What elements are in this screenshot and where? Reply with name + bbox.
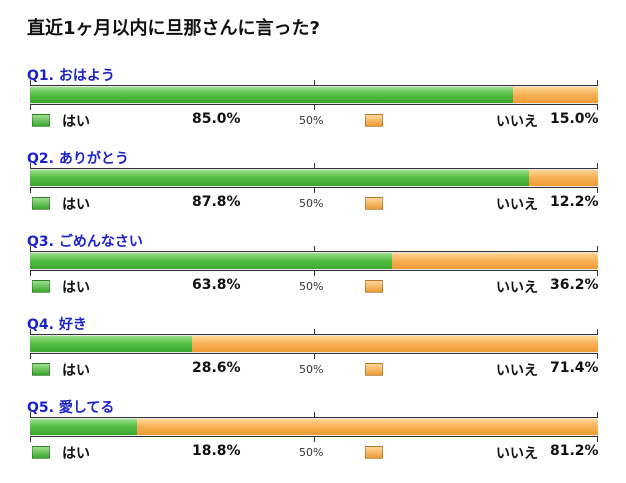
legend-row: はい 18.8% 50% いいえ 81.2% <box>0 443 626 463</box>
bar-yes <box>30 336 192 352</box>
no-label: いいえ <box>496 280 538 296</box>
mid-tick-label: 50% <box>299 280 324 293</box>
question-block: Q5. 愛してる はい 18.8% 50% いいえ 81.2% <box>0 397 626 481</box>
yes-value: 63.8% <box>192 277 241 293</box>
bar-yes <box>30 87 513 103</box>
tick-left-top <box>30 80 31 86</box>
tick-left-bottom <box>30 270 31 276</box>
yes-value: 85.0% <box>192 111 241 127</box>
no-value: 36.2% <box>550 277 599 293</box>
no-value: 12.2% <box>550 194 599 210</box>
tick-mid-top <box>314 80 315 86</box>
question-label: Q5. 愛してる <box>27 400 115 416</box>
tick-mid-top <box>314 412 315 418</box>
tick-left-top <box>30 163 31 169</box>
tick-right-top <box>597 246 598 252</box>
question-label: Q1. おはよう <box>27 68 115 84</box>
yes-value: 18.8% <box>192 443 241 459</box>
mid-tick-label: 50% <box>299 114 324 127</box>
bar-track <box>30 412 598 442</box>
bar-no <box>529 170 598 186</box>
tick-right-bottom <box>597 436 598 442</box>
question-block: Q4. 好き はい 28.6% 50% いいえ 71.4% <box>0 314 626 398</box>
yes-swatch <box>32 446 50 459</box>
bar-track <box>30 246 598 276</box>
mid-tick-label: 50% <box>299 446 324 459</box>
tick-mid-bottom <box>314 270 315 276</box>
bar-no <box>137 419 598 435</box>
yes-value: 28.6% <box>192 360 241 376</box>
mid-tick-label: 50% <box>299 197 324 210</box>
legend-row: はい 63.8% 50% いいえ 36.2% <box>0 277 626 297</box>
tick-right-top <box>597 80 598 86</box>
tick-mid-top <box>314 246 315 252</box>
yes-label: はい <box>62 197 90 213</box>
no-label: いいえ <box>496 363 538 379</box>
bar-yes <box>30 253 392 269</box>
yes-label: はい <box>62 363 90 379</box>
tick-mid-top <box>314 163 315 169</box>
question-block: Q1. おはよう はい 85.0% 50% いいえ 15.0% <box>0 65 626 149</box>
tick-left-bottom <box>30 187 31 193</box>
tick-right-bottom <box>597 104 598 110</box>
tick-mid-bottom <box>314 104 315 110</box>
tick-mid-bottom <box>314 353 315 359</box>
no-value: 71.4% <box>550 360 599 376</box>
tick-right-bottom <box>597 187 598 193</box>
mid-tick-label: 50% <box>299 363 324 376</box>
bar-track <box>30 163 598 193</box>
bar-no <box>192 336 598 352</box>
tick-right-bottom <box>597 270 598 276</box>
tick-left-top <box>30 412 31 418</box>
question-block: Q2. ありがとう はい 87.8% 50% いいえ 12.2% <box>0 148 626 232</box>
chart-title: 直近1ヶ月以内に旦那さんに言った? <box>27 18 320 39</box>
legend-row: はい 87.8% 50% いいえ 12.2% <box>0 194 626 214</box>
bar-no <box>513 87 598 103</box>
yes-label: はい <box>62 114 90 130</box>
tick-mid-bottom <box>314 436 315 442</box>
yes-swatch <box>32 114 50 127</box>
tick-left-bottom <box>30 104 31 110</box>
yes-swatch <box>32 197 50 210</box>
tick-right-top <box>597 329 598 335</box>
no-label: いいえ <box>496 197 538 213</box>
bar-no <box>392 253 598 269</box>
no-value: 15.0% <box>550 111 599 127</box>
bar-yes <box>30 419 137 435</box>
bar-yes <box>30 170 529 186</box>
bar-track <box>30 329 598 359</box>
no-swatch <box>365 363 383 376</box>
no-swatch <box>365 446 383 459</box>
question-label: Q3. ごめんなさい <box>27 234 143 250</box>
yes-label: はい <box>62 280 90 296</box>
yes-swatch <box>32 280 50 293</box>
tick-right-bottom <box>597 353 598 359</box>
tick-right-top <box>597 412 598 418</box>
no-label: いいえ <box>496 446 538 462</box>
tick-right-top <box>597 163 598 169</box>
question-label: Q4. 好き <box>27 317 87 333</box>
no-value: 81.2% <box>550 443 599 459</box>
yes-label: はい <box>62 446 90 462</box>
no-swatch <box>365 280 383 293</box>
question-block: Q3. ごめんなさい はい 63.8% 50% いいえ 36.2% <box>0 231 626 315</box>
bar-track <box>30 80 598 110</box>
tick-left-top <box>30 329 31 335</box>
tick-mid-top <box>314 329 315 335</box>
no-swatch <box>365 114 383 127</box>
tick-left-bottom <box>30 353 31 359</box>
yes-value: 87.8% <box>192 194 241 210</box>
tick-left-bottom <box>30 436 31 442</box>
yes-swatch <box>32 363 50 376</box>
tick-left-top <box>30 246 31 252</box>
legend-row: はい 85.0% 50% いいえ 15.0% <box>0 111 626 131</box>
legend-row: はい 28.6% 50% いいえ 71.4% <box>0 360 626 380</box>
tick-mid-bottom <box>314 187 315 193</box>
no-swatch <box>365 197 383 210</box>
question-label: Q2. ありがとう <box>27 151 129 167</box>
no-label: いいえ <box>496 114 538 130</box>
